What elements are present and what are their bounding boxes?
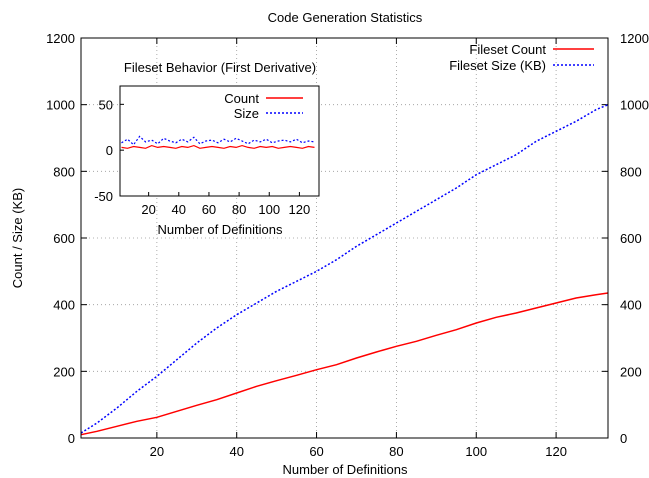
main-y2-tick-label: 600 [620, 231, 642, 246]
inset-x-tick-label: 20 [141, 202, 155, 217]
main-series-layer [80, 104, 609, 436]
inset-plot-frame [119, 85, 320, 197]
main-y-tick-label: 1200 [46, 31, 75, 46]
inset-y-tick-label: -50 [94, 189, 113, 204]
main-x-tick-label: 20 [150, 444, 164, 459]
main-x-tick-label: 80 [389, 444, 403, 459]
inset-x-tick-label: 120 [289, 202, 311, 217]
main-x-tick-label: 60 [309, 444, 323, 459]
main-y-tick-label: 600 [53, 231, 75, 246]
main-y2-tick-label: 1000 [620, 98, 649, 113]
main-y2-tick-label: 0 [620, 431, 627, 446]
main-y2-tick-label: 800 [620, 164, 642, 179]
main-legend: Fileset Count Fileset Size (KB) [449, 42, 594, 73]
main-plot-frame [80, 37, 609, 439]
main-y2-tick-label: 1200 [620, 31, 649, 46]
inset-x-tick-label: 60 [202, 202, 216, 217]
main-x-tick-label: 100 [465, 444, 487, 459]
main-y-axis-label: Count / Size (KB) [10, 188, 25, 288]
main-x-axis-label: Number of Definitions [283, 462, 408, 477]
main-x-tick-label: 40 [229, 444, 243, 459]
main-x-tick-label: 120 [545, 444, 567, 459]
inset-legend-label-size: Size [234, 106, 259, 121]
inset-series-layer [121, 135, 315, 149]
main-y-tick-label: 0 [68, 431, 75, 446]
inset-y-tick-label: 0 [106, 143, 113, 158]
main-y2-tick-label: 400 [620, 298, 642, 313]
inset-legend: Count Size [224, 91, 303, 121]
inset-x-tick-label: 40 [172, 202, 186, 217]
main-grid [81, 37, 608, 439]
main-y-tick-label: 200 [53, 364, 75, 379]
inset-x-tick-label: 100 [258, 202, 280, 217]
main-y-tick-label: 1000 [46, 98, 75, 113]
inset-chart-title: Fileset Behavior (First Derivative) [124, 60, 316, 75]
series-line-fileset-count [80, 292, 609, 436]
inset-series-line-size [121, 135, 315, 146]
inset-series-line-count [121, 144, 315, 149]
main-chart-title: Code Generation Statistics [268, 10, 423, 25]
inset-y-tick-label: 50 [99, 97, 113, 112]
inset-tick-labels: 20 40 60 80 100 120 -50 0 50 [94, 97, 310, 217]
legend-label-fileset-count: Fileset Count [469, 42, 546, 57]
inset-x-axis-label: Number of Definitions [158, 222, 283, 237]
main-y-tick-label: 400 [53, 298, 75, 313]
series-line-fileset-size [80, 104, 609, 434]
legend-label-fileset-size: Fileset Size (KB) [449, 58, 546, 73]
inset-legend-label-count: Count [224, 91, 259, 106]
main-tick-labels: 20 40 60 80 100 12002004006008001000120002004… [46, 31, 649, 459]
main-y-tick-label: 800 [53, 164, 75, 179]
main-y2-tick-label: 200 [620, 364, 642, 379]
inset-x-tick-label: 80 [232, 202, 246, 217]
